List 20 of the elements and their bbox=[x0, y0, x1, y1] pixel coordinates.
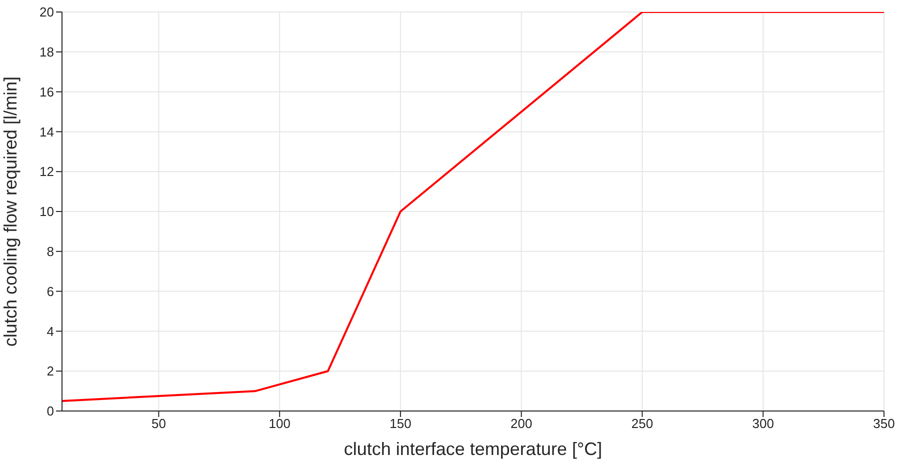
y-tick-label: 4 bbox=[46, 324, 54, 339]
y-tick-label: 20 bbox=[40, 4, 54, 20]
x-tick-label: 150 bbox=[390, 416, 412, 432]
y-tick-label: 18 bbox=[40, 44, 54, 60]
x-tick-label: 350 bbox=[873, 416, 895, 432]
x-tick-label: 300 bbox=[752, 416, 774, 432]
y-tick-label: 8 bbox=[46, 244, 54, 260]
y-tick-label: 12 bbox=[40, 164, 54, 180]
x-tick-label: 100 bbox=[268, 416, 290, 432]
x-tick-label: 200 bbox=[510, 416, 532, 432]
y-tick-label: 10 bbox=[40, 204, 54, 220]
x-tick-label: 50 bbox=[151, 416, 166, 432]
x-axis-title: clutch interface temperature [°C] bbox=[344, 439, 602, 459]
x-tick-label: 250 bbox=[631, 416, 654, 432]
y-tick-label: 16 bbox=[40, 84, 54, 100]
y-tick-label: 6 bbox=[46, 284, 54, 299]
y-tick-label: 2 bbox=[46, 364, 54, 379]
y-tick-label: 14 bbox=[40, 124, 54, 140]
y-axis-title: clutch cooling flow required [l/min] bbox=[0, 76, 20, 347]
y-tick-label: 0 bbox=[46, 404, 54, 419]
